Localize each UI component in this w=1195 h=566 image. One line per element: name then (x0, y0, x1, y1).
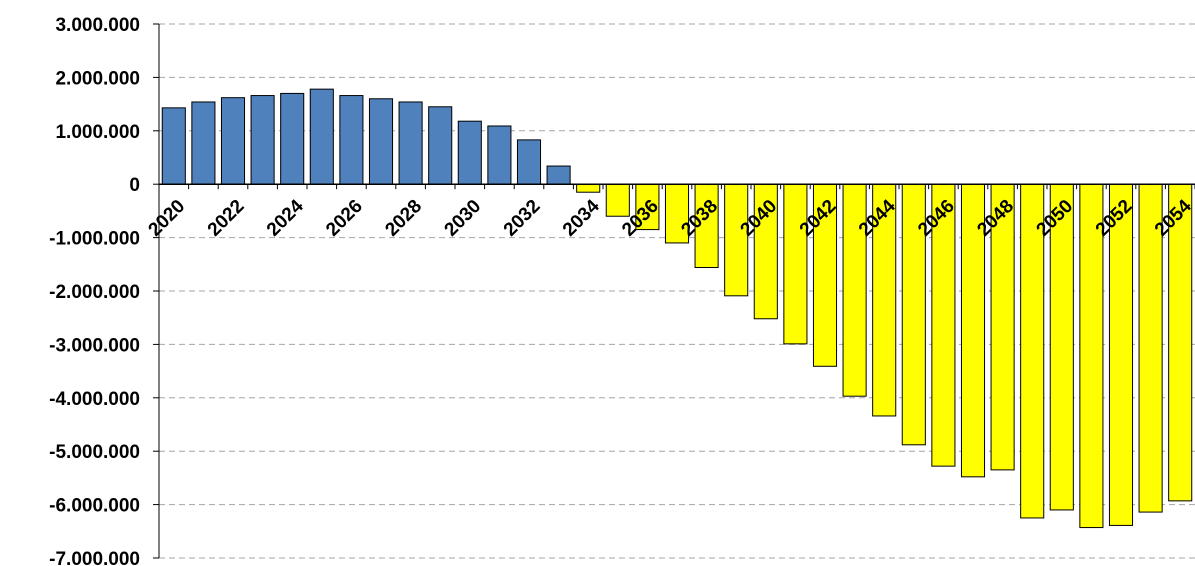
bar-2051 (1079, 183, 1104, 529)
bar-2026 (339, 95, 364, 185)
y-tick-label: -1.000.000 (49, 229, 140, 250)
bar-2032 (516, 139, 542, 185)
bar-2033 (546, 165, 571, 185)
bar-2041 (783, 183, 808, 345)
y-tick-label: 1.000.000 (55, 122, 140, 143)
bar-2022 (220, 97, 246, 185)
x-tick-label: 2034 (559, 196, 604, 241)
x-tick-label: 2032 (500, 196, 545, 241)
axes (158, 24, 1195, 558)
bar-2029 (428, 106, 453, 185)
bars (161, 88, 1193, 529)
bar-2052 (1108, 183, 1134, 526)
y-tick-label: -7.000.000 (49, 549, 140, 566)
y-tick-labels: 3.000.000 2.000.000 1.000.000 0 -1.000.000 -2… (49, 15, 140, 566)
x-tick-label: 2020 (145, 196, 190, 241)
y-tick-label: 2.000.000 (55, 68, 140, 89)
y-tick-label: 3.000.000 (55, 15, 140, 36)
x-tick-label: 2028 (381, 196, 426, 241)
x-tick-label: 2030 (441, 196, 486, 241)
y-tick-label: -6.000.000 (49, 496, 140, 517)
bar-2043 (842, 183, 867, 397)
bar-2024 (280, 92, 305, 185)
x-tick-label: 2026 (322, 196, 367, 241)
y-tick-label: -5.000.000 (49, 442, 140, 463)
y-tick-label: -2.000.000 (49, 282, 140, 303)
bar-2031 (487, 125, 512, 185)
bar-2030 (457, 120, 482, 185)
bar-2028 (398, 101, 423, 185)
y-tick-label: 0 (129, 175, 140, 196)
bar-2025 (309, 88, 334, 185)
y-tick-label: -4.000.000 (49, 389, 140, 410)
bar-2020 (161, 107, 186, 185)
y-tick-label: -3.000.000 (49, 335, 140, 356)
bar-2039 (724, 183, 749, 297)
bar-2023 (250, 95, 275, 185)
bar-2035 (605, 183, 630, 217)
x-tick-label: 2024 (263, 196, 308, 241)
bar-2021 (191, 101, 216, 185)
bar-2027 (368, 98, 394, 185)
x-tick-label: 2022 (204, 196, 249, 241)
bar-2034 (576, 183, 601, 193)
